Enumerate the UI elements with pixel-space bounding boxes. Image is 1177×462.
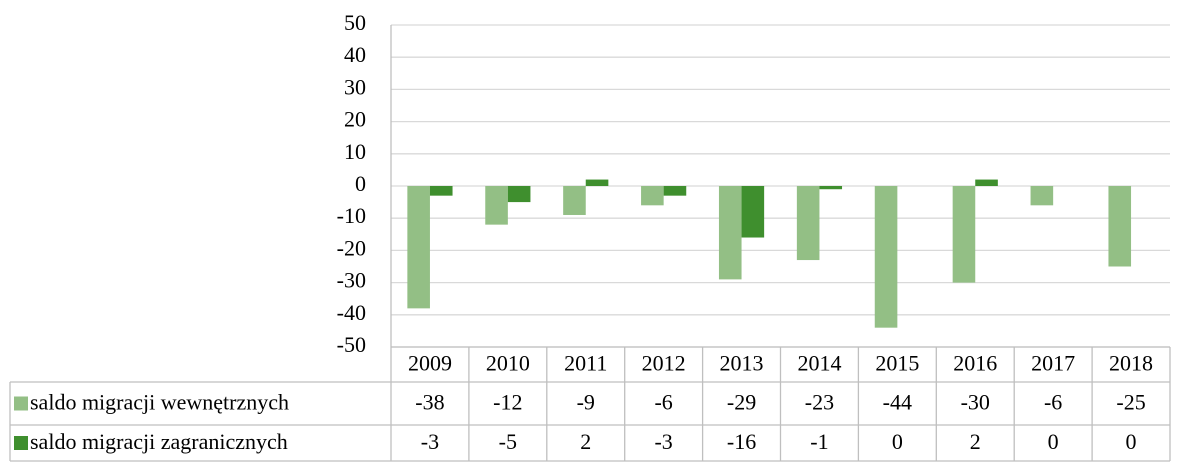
- table-value: 2: [580, 429, 591, 454]
- table-value: -6: [1044, 390, 1062, 415]
- table-value: -30: [961, 390, 990, 415]
- bar: [407, 186, 430, 309]
- y-tick-label: -40: [337, 300, 366, 325]
- bar: [796, 186, 820, 261]
- table-value: -23: [805, 390, 834, 415]
- bar: [952, 186, 976, 283]
- x-tick-label: 2009: [408, 351, 452, 376]
- table-value: -3: [421, 429, 439, 454]
- y-tick-label: 10: [344, 139, 366, 164]
- table-value: -12: [493, 390, 522, 415]
- bar: [718, 186, 742, 280]
- y-tick-label: -20: [337, 235, 366, 260]
- x-tick-label: 2015: [875, 351, 919, 376]
- y-tick-label: -30: [337, 268, 366, 293]
- x-tick-label: 2016: [953, 351, 997, 376]
- x-tick-label: 2018: [1109, 351, 1153, 376]
- table-value: -25: [1116, 390, 1145, 415]
- x-tick-label: 2010: [486, 351, 530, 376]
- table-value: -29: [727, 390, 756, 415]
- y-tick-label: 20: [344, 107, 366, 132]
- y-tick-label: 30: [344, 74, 366, 99]
- bar: [641, 186, 664, 206]
- x-tick-label: 2011: [564, 351, 607, 376]
- bar: [741, 186, 765, 238]
- bar: [819, 186, 843, 190]
- table-value: -3: [654, 429, 672, 454]
- table-value: -6: [654, 390, 672, 415]
- bar: [975, 179, 998, 186]
- table-value: -9: [577, 390, 595, 415]
- bar: [874, 186, 898, 328]
- table-value: -1: [810, 429, 828, 454]
- bar: [563, 186, 586, 215]
- table-value: 0: [1126, 429, 1137, 454]
- y-tick-label: -10: [337, 203, 366, 228]
- table-value: -44: [883, 390, 912, 415]
- y-tick-label: 50: [344, 10, 366, 35]
- bar: [663, 186, 687, 196]
- x-tick-label: 2013: [720, 351, 764, 376]
- bar: [1108, 186, 1132, 267]
- bar: [485, 186, 508, 225]
- legend-label: saldo migracji zagranicznych: [30, 429, 288, 454]
- table-value: -16: [727, 429, 756, 454]
- x-tick-label: 2017: [1031, 351, 1075, 376]
- table-value: 0: [1048, 429, 1059, 454]
- bar: [585, 179, 609, 186]
- x-tick-label: 2014: [797, 351, 841, 376]
- legend-swatch: [14, 436, 28, 450]
- y-tick-label: 40: [344, 42, 366, 67]
- bar: [429, 186, 453, 196]
- x-tick-label: 2012: [642, 351, 686, 376]
- table-value: 2: [970, 429, 981, 454]
- table-value: 0: [892, 429, 903, 454]
- table-value: -5: [499, 429, 517, 454]
- bar: [507, 186, 531, 203]
- y-tick-label: 0: [355, 171, 366, 196]
- table-value: -38: [415, 390, 444, 415]
- legend-label: saldo migracji wewnętrznych: [30, 390, 289, 415]
- legend-swatch: [14, 396, 28, 411]
- y-tick-label: -50: [337, 332, 366, 357]
- bar: [1030, 186, 1054, 206]
